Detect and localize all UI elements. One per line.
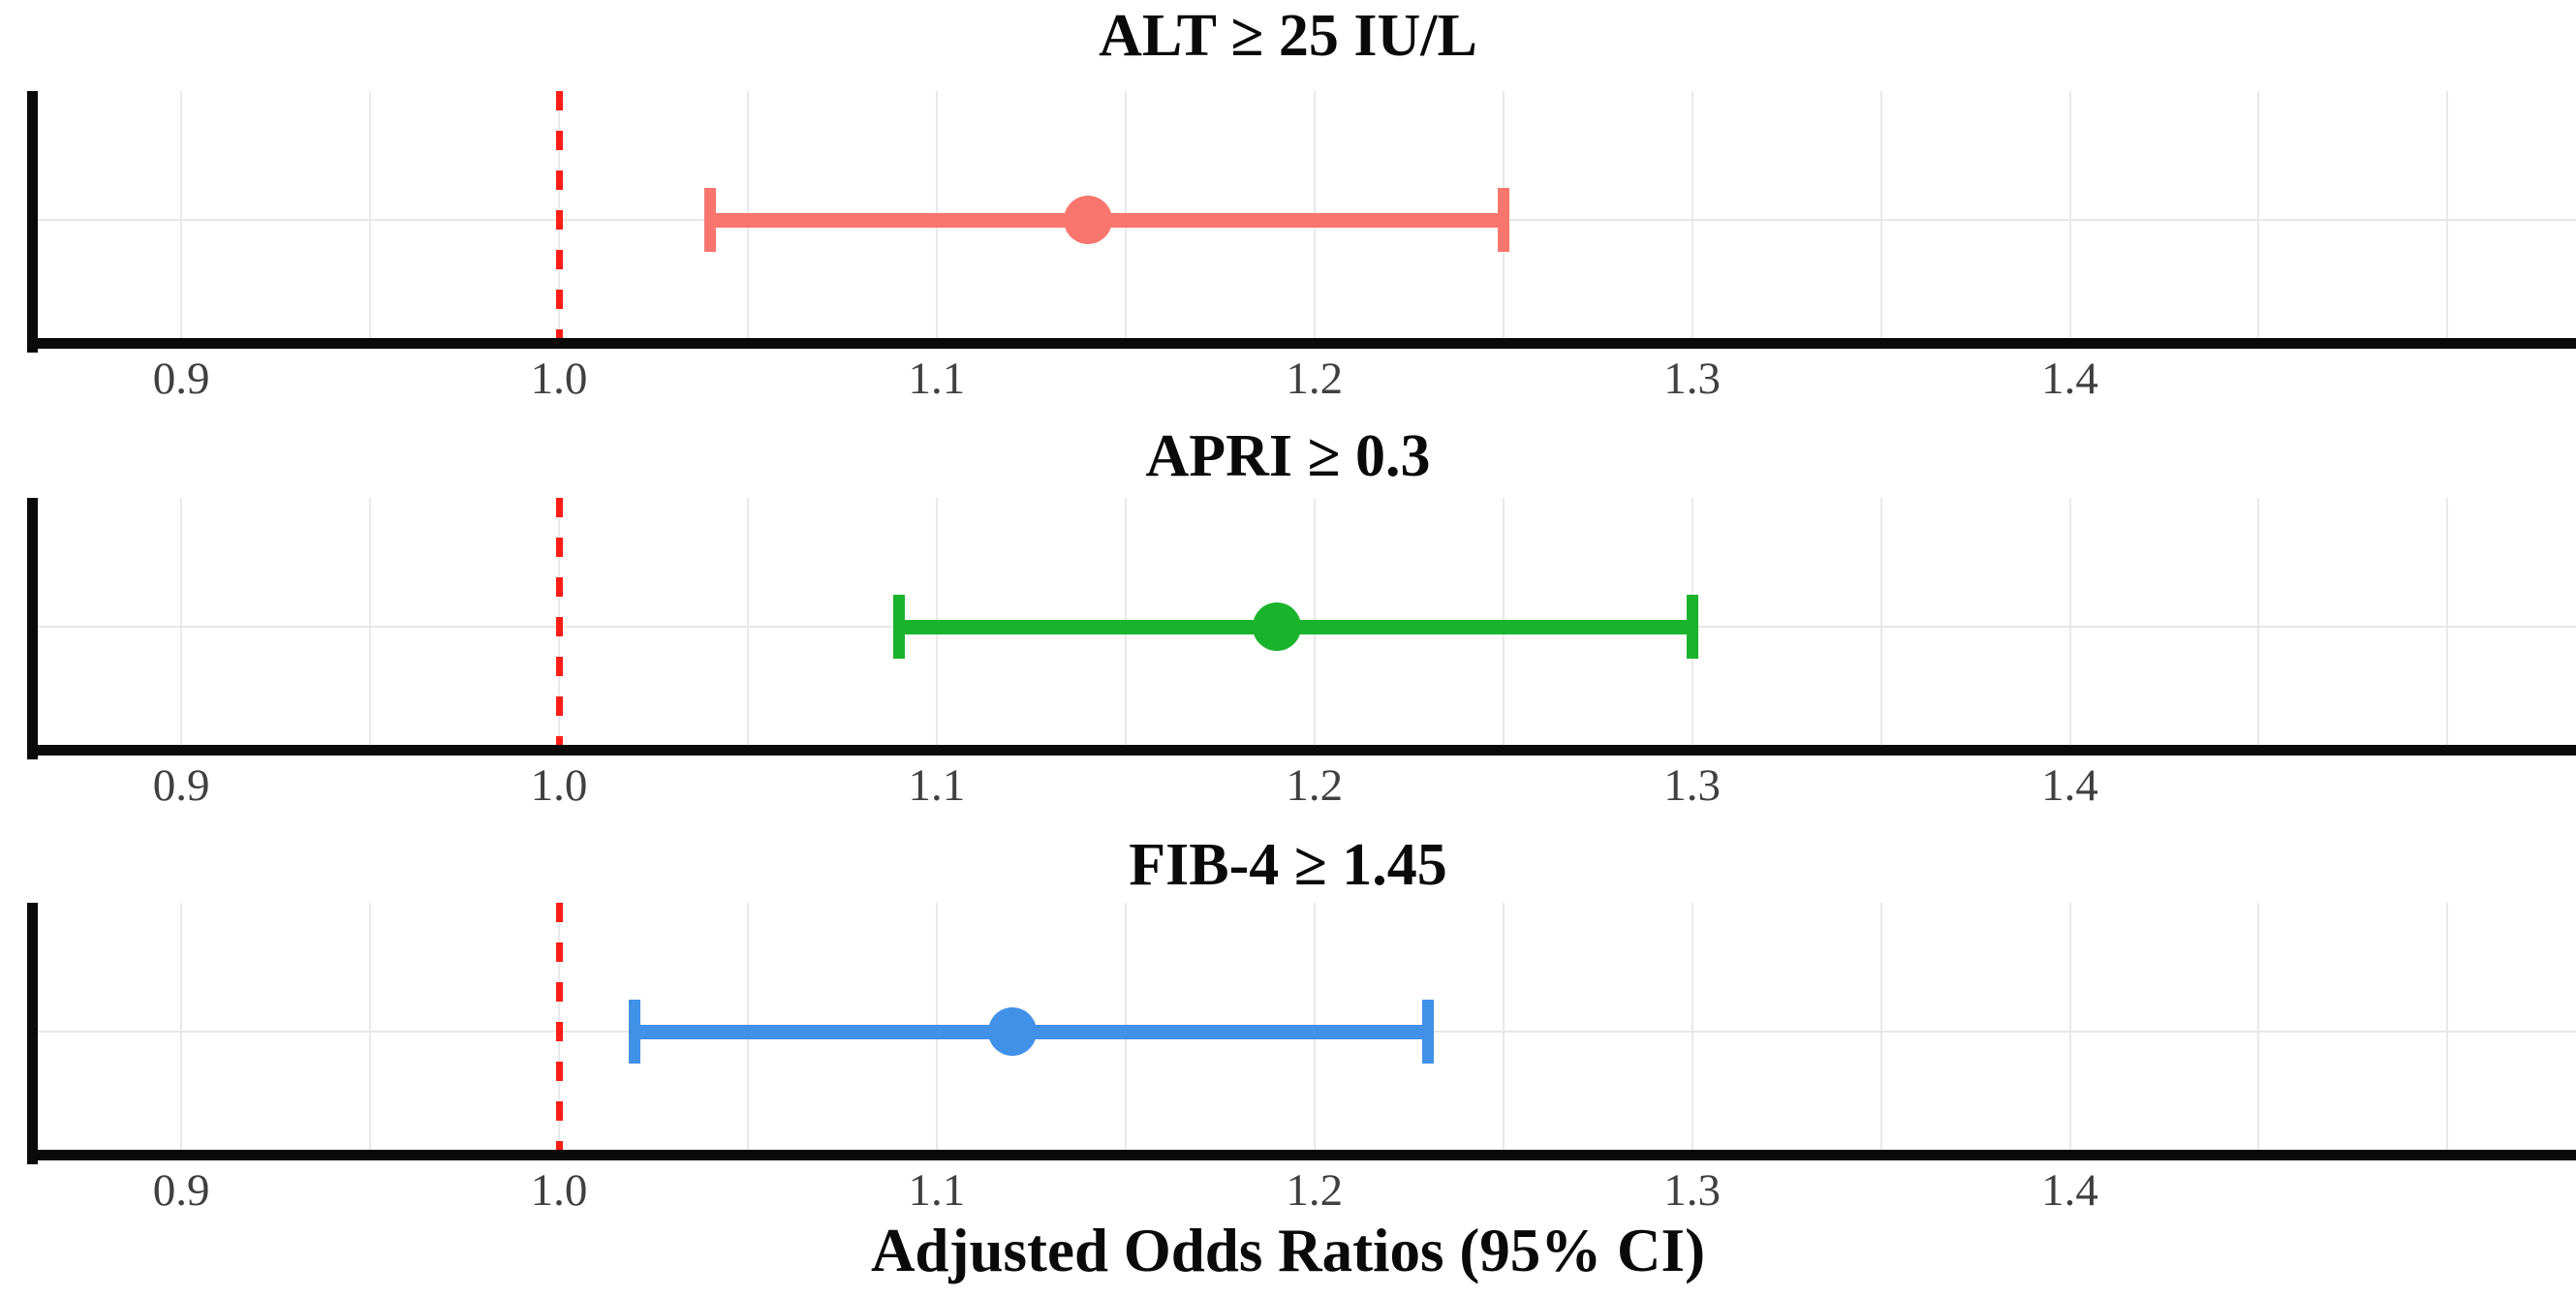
x-axis-line [27, 338, 2576, 349]
error-bar-layer [0, 903, 2576, 1160]
vertical-gridline [2446, 91, 2449, 338]
vertical-gridline [180, 903, 183, 1150]
point-estimate [1252, 602, 1301, 651]
vertical-gridline [1691, 903, 1693, 1150]
x-tick-label: 1.0 [530, 760, 588, 811]
ci-cap-upper [1686, 595, 1698, 659]
x-tick-label: 0.9 [152, 1165, 210, 1216]
panel-title-fib4: FIB-4 ≥ 1.45 [1129, 832, 1447, 898]
x-tick-label: 1.1 [908, 354, 966, 404]
plot-area-apri [0, 498, 2576, 759]
error-bar-layer [0, 91, 2576, 349]
x-axis-ticks-alt: 0.9 1.0 1.1 1.2 1.3 1.4 [0, 355, 2576, 403]
vertical-gridline [1879, 498, 1882, 745]
vertical-gridline [1502, 903, 1505, 1150]
vertical-gridline [180, 498, 183, 745]
x-tick-label: 1.3 [1663, 760, 1722, 811]
ci-cap-upper [1421, 1000, 1434, 1064]
error-bar-layer [0, 498, 2576, 756]
x-tick-label: 1.4 [2041, 354, 2098, 404]
x-tick-label: 0.9 [152, 354, 210, 404]
panel-title-alt: ALT ≥ 25 IU/L [1099, 3, 1477, 69]
point-estimate [1063, 196, 1112, 244]
reference-line-dashed [556, 903, 564, 1150]
x-tick-label: 1.1 [908, 1165, 966, 1216]
vertical-gridline [2257, 903, 2260, 1150]
x-tick-label: 1.4 [2041, 760, 2098, 811]
x-tick-label: 1.0 [530, 354, 588, 404]
x-axis-ticks-fib4: 0.9 1.0 1.1 1.2 1.3 1.4 [0, 1166, 2576, 1215]
vertical-gridline [2446, 498, 2449, 745]
vertical-gridline [2068, 903, 2071, 1150]
forest-panel-alt: ALT ≥ 25 IU/L 0.9 1.0 1.1 1.2 1.3 1.4 [0, 6, 2576, 403]
vertical-gridline [1879, 903, 1882, 1150]
y-axis-spine [27, 903, 38, 1164]
vertical-gridline [2257, 91, 2260, 338]
vertical-gridline [2446, 903, 2449, 1150]
reference-line-dashed [556, 498, 564, 745]
point-estimate [987, 1007, 1037, 1056]
y-axis-spine [27, 498, 38, 759]
vertical-gridline [1879, 91, 1882, 338]
x-tick-label: 0.9 [152, 760, 210, 811]
x-tick-label: 1.2 [1286, 760, 1344, 811]
x-tick-label: 1.4 [2041, 1165, 2098, 1216]
ci-cap-lower [892, 595, 905, 659]
vertical-gridline [369, 903, 372, 1150]
forest-panel-fib4: FIB-4 ≥ 1.45 0.9 1.0 1.1 1.2 1.3 1.4 [0, 835, 2576, 1215]
x-axis-ticks-apri: 0.9 1.0 1.1 1.2 1.3 1.4 [0, 761, 2576, 810]
reference-line-dashed [556, 91, 564, 338]
vertical-gridline [2068, 498, 2071, 745]
vertical-gridline [369, 498, 372, 745]
vertical-gridline [746, 498, 749, 745]
panel-title-apri: APRI ≥ 0.3 [1145, 423, 1431, 489]
ci-cap-lower [628, 1000, 640, 1064]
vertical-gridline [2068, 91, 2071, 338]
x-tick-label: 1.3 [1663, 354, 1722, 404]
x-tick-label: 1.2 [1286, 1165, 1344, 1216]
x-axis-label: Adjusted Odds Ratios (95% CI) [870, 1217, 1706, 1284]
y-axis-spine [27, 91, 38, 353]
forest-panel-apri: APRI ≥ 0.3 0.9 1.0 1.1 1.2 1.3 1.4 [0, 426, 2576, 810]
vertical-gridline [1691, 91, 1693, 338]
plot-area-alt [0, 91, 2576, 353]
x-axis-line [27, 1150, 2576, 1160]
plot-area-fib4 [0, 903, 2576, 1164]
ci-cap-upper [1497, 188, 1509, 252]
vertical-gridline [2257, 498, 2260, 745]
x-tick-label: 1.1 [908, 760, 966, 811]
x-axis-line [27, 745, 2576, 756]
ci-cap-lower [703, 188, 716, 252]
x-tick-label: 1.0 [530, 1165, 588, 1216]
vertical-gridline [369, 91, 372, 338]
vertical-gridline [180, 91, 183, 338]
x-tick-label: 1.2 [1286, 354, 1344, 404]
x-tick-label: 1.3 [1663, 1165, 1722, 1216]
